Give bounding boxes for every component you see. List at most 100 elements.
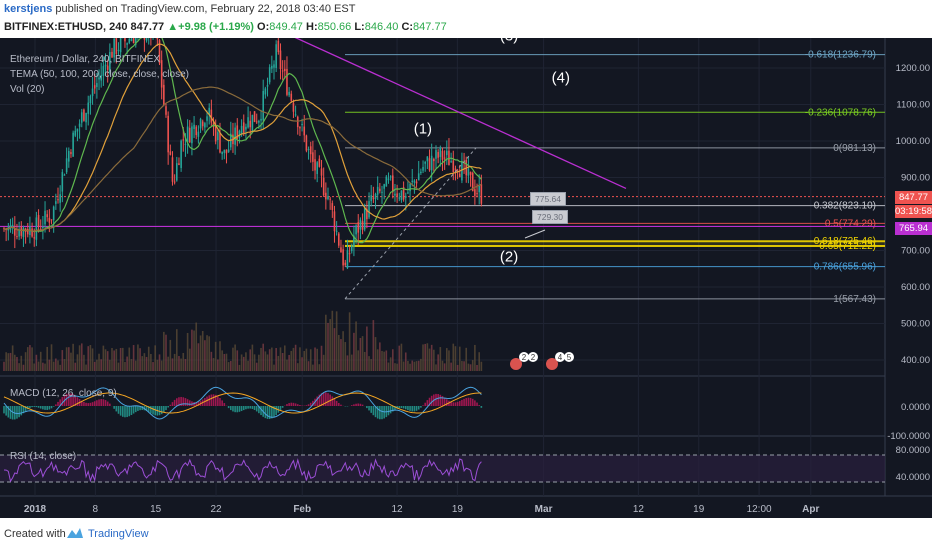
ma-line-mid xyxy=(3,43,482,232)
macd-histogram-bar xyxy=(407,406,409,411)
volume-bar xyxy=(100,359,102,371)
candle-body xyxy=(469,171,472,175)
candle-body xyxy=(288,91,290,96)
candle-body xyxy=(411,180,414,183)
candle-body xyxy=(74,130,77,136)
y-tick-label: 900.00 xyxy=(901,173,930,184)
candle-body xyxy=(353,235,355,247)
macd-histogram-bar xyxy=(236,406,239,413)
macd-histogram-bar xyxy=(57,401,59,406)
macd-histogram-bar xyxy=(463,398,465,406)
macd-histogram-bar xyxy=(65,393,68,406)
volume-bar xyxy=(199,335,202,371)
candle-body xyxy=(296,116,299,128)
macd-histogram-bar xyxy=(115,406,118,412)
candle-body xyxy=(327,196,329,200)
volume-bar xyxy=(346,355,349,371)
candle-body xyxy=(374,193,377,200)
macd-tick-label: 0.0000 xyxy=(901,402,930,413)
chart-canvas[interactable]: 2018 8 15 22 Feb 12 19 Mar 12 19 12:00 Apr 1200.00 11… xyxy=(0,38,932,518)
macd-histogram-bar xyxy=(102,399,105,406)
volume-bar xyxy=(37,361,40,371)
candle-body xyxy=(52,206,55,221)
macd-histogram-bar xyxy=(316,396,318,406)
candle-body xyxy=(57,199,59,201)
rsi-tick-label: 80.0000 xyxy=(896,445,930,456)
volume-bar xyxy=(134,360,137,371)
volume-bar xyxy=(14,354,16,371)
volume-bar xyxy=(273,364,275,371)
volume-bar xyxy=(217,359,219,371)
y-tick-label: 1000.00 xyxy=(896,136,930,147)
macd-histogram-bar xyxy=(305,405,308,406)
author-name[interactable]: kerstjens xyxy=(4,3,53,15)
macd-histogram-bar xyxy=(208,395,210,406)
candle-body xyxy=(55,201,57,204)
macd-histogram-bar xyxy=(446,399,448,406)
macd-histogram-bar xyxy=(195,402,198,406)
volume-bar xyxy=(407,360,409,371)
macd-histogram-bar xyxy=(152,406,154,415)
volume-bar xyxy=(111,347,113,371)
macd-histogram-bar xyxy=(288,403,290,406)
volume-bar xyxy=(65,347,68,371)
volume-bar xyxy=(379,342,381,371)
volume-bar xyxy=(454,346,457,371)
volume-bar xyxy=(59,364,61,371)
volume-bar xyxy=(22,364,25,371)
macd-histogram-bar xyxy=(253,406,256,410)
macd-histogram-bar xyxy=(273,406,275,418)
candle-body xyxy=(210,109,213,123)
candle-body xyxy=(407,192,409,194)
macd-histogram-bar xyxy=(400,406,403,409)
volume-bar xyxy=(424,343,426,371)
candle-body xyxy=(208,107,210,116)
macd-histogram-bar xyxy=(290,402,293,406)
macd-histogram-bar xyxy=(169,404,172,406)
macd-histogram-bar xyxy=(411,406,414,412)
volume-bar xyxy=(426,343,429,371)
volume-bar xyxy=(52,361,55,371)
wave-label: (3) xyxy=(500,38,518,45)
volume-bar xyxy=(212,358,215,371)
tradingview-brand-link[interactable]: TradingView xyxy=(88,528,149,540)
candle-body xyxy=(132,38,135,44)
candle-body xyxy=(264,88,267,95)
candle-body xyxy=(273,64,275,68)
macd-line xyxy=(3,386,482,420)
candle-body xyxy=(180,140,182,168)
y-tick-label: 700.00 xyxy=(901,246,930,257)
macd-histogram-bar xyxy=(126,406,128,418)
macd-histogram-bar xyxy=(338,402,340,406)
volume-bar xyxy=(132,345,135,371)
candle-body xyxy=(255,121,258,123)
macd-histogram-bar xyxy=(96,400,98,406)
candle-body xyxy=(476,193,478,195)
event-badge xyxy=(555,352,565,362)
candle-body xyxy=(350,245,353,252)
candle-body xyxy=(372,197,375,200)
macd-histogram-bar xyxy=(5,406,7,416)
volume-bar xyxy=(368,356,370,371)
candle-body xyxy=(346,250,349,269)
macd-histogram-bar xyxy=(180,396,182,406)
volume-bar xyxy=(238,364,241,371)
macd-histogram-bar xyxy=(266,406,269,419)
volume-bar xyxy=(204,340,206,371)
macd-histogram-bar xyxy=(85,402,87,406)
symbol[interactable]: BITFINEX:ETHUSD, 240 xyxy=(4,21,128,33)
publish-info: published on TradingView.com, February 2… xyxy=(55,3,356,15)
macd-histogram-bar xyxy=(214,394,217,406)
macd-histogram-bar xyxy=(83,401,85,406)
volume-bar xyxy=(271,347,273,371)
candle-body xyxy=(163,84,165,106)
volume-bar xyxy=(370,359,372,371)
candle-body xyxy=(176,163,178,181)
macd-histogram-bar xyxy=(163,406,165,413)
chart-area[interactable]: 2018 8 15 22 Feb 12 19 Mar 12 19 12:00 Apr 1200.00 11… xyxy=(0,38,932,518)
candle-body xyxy=(299,127,301,129)
volume-bar xyxy=(353,332,355,371)
candle-body xyxy=(329,198,331,200)
candle-body xyxy=(368,201,370,218)
volume-bar xyxy=(402,361,405,371)
